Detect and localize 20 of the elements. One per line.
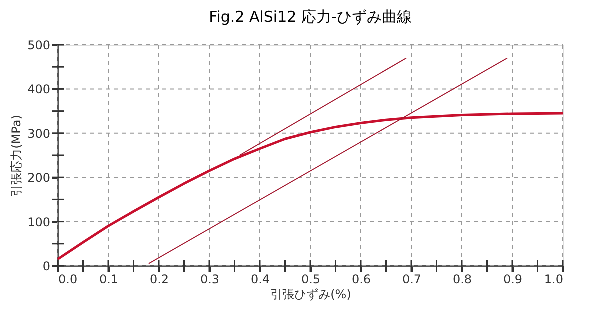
chart-title: Fig.2 AlSi12 応力-ひずみ曲線 — [209, 8, 412, 26]
y-tick-label: 200 — [28, 171, 50, 186]
y-tick-label: 0 — [42, 260, 50, 274]
y-tick-label: 500 — [28, 38, 50, 52]
x-tick-label: 1.0 — [544, 272, 564, 286]
x-tick-label: 0.9 — [503, 272, 523, 286]
x-tick-label: 0.8 — [452, 272, 472, 286]
x-tick-label: 0.7 — [402, 272, 422, 286]
x-tick-label: 0.0 — [58, 272, 78, 286]
x-axis-title: 引張ひずみ(%) — [270, 288, 352, 302]
x-tick-label: 0.4 — [250, 272, 270, 286]
x-tick-label: 0.5 — [301, 272, 321, 286]
x-tick-label: 0.1 — [99, 272, 119, 286]
y-tick-label: 300 — [28, 126, 50, 141]
y-axis-title: 引張応力(MPa) — [10, 115, 24, 197]
y-tick-label: 400 — [28, 82, 50, 97]
x-tick-label: 0.3 — [200, 272, 220, 286]
x-tick-label: 0.2 — [150, 272, 170, 286]
y-tick-label: 100 — [28, 215, 50, 230]
x-tick-label: 0.6 — [352, 272, 372, 286]
